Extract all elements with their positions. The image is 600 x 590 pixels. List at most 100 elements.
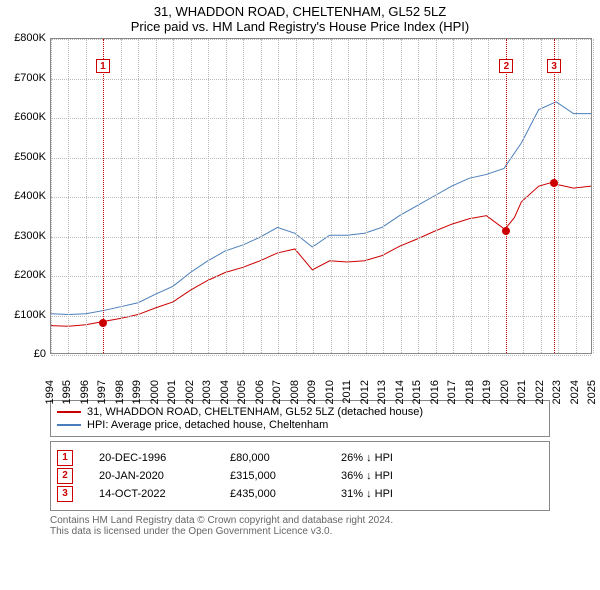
gridline-h xyxy=(51,39,591,40)
y-axis-label: £200K xyxy=(0,269,46,281)
event-diff: 36% ↓ HPI xyxy=(341,470,431,482)
gridline-h xyxy=(51,355,591,356)
legend-swatch xyxy=(57,411,81,413)
event-line xyxy=(554,39,555,353)
event-line xyxy=(506,39,507,353)
legend-label: 31, WHADDON ROAD, CHELTENHAM, GL52 5LZ (… xyxy=(87,406,423,418)
gridline-v xyxy=(313,39,314,353)
x-axis-label: 2008 xyxy=(289,380,301,404)
gridline-v xyxy=(243,39,244,353)
y-axis-label: £700K xyxy=(0,72,46,84)
x-axis-label: 2012 xyxy=(359,380,371,404)
event-price: £80,000 xyxy=(230,452,315,464)
x-axis-label: 2004 xyxy=(219,380,231,404)
gridline-v xyxy=(156,39,157,353)
gridline-v xyxy=(383,39,384,353)
gridline-v xyxy=(436,39,437,353)
gridline-v xyxy=(121,39,122,353)
gridline-v xyxy=(226,39,227,353)
x-axis-label: 2021 xyxy=(516,380,528,404)
x-axis-label: 2010 xyxy=(324,380,336,404)
event-number: 3 xyxy=(57,486,73,502)
x-axis-label: 2018 xyxy=(464,380,476,404)
gridline-h xyxy=(51,316,591,317)
event-number: 1 xyxy=(57,450,73,466)
x-axis-label: 2005 xyxy=(236,380,248,404)
gridline-h xyxy=(51,158,591,159)
legend-swatch xyxy=(57,424,81,426)
y-axis-label: £800K xyxy=(0,32,46,44)
y-axis-label: £600K xyxy=(0,111,46,123)
gridline-v xyxy=(173,39,174,353)
gridline-v xyxy=(86,39,87,353)
x-axis-label: 2023 xyxy=(551,380,563,404)
x-axis-label: 2019 xyxy=(481,380,493,404)
gridline-v xyxy=(348,39,349,353)
footer-attribution: Contains HM Land Registry data © Crown c… xyxy=(50,515,550,537)
legend-item: 31, WHADDON ROAD, CHELTENHAM, GL52 5LZ (… xyxy=(57,406,543,418)
gridline-v xyxy=(488,39,489,353)
gridline-v xyxy=(261,39,262,353)
event-marker xyxy=(99,319,107,327)
y-axis-label: £300K xyxy=(0,230,46,242)
event-flag: 3 xyxy=(547,59,561,73)
x-axis-label: 1999 xyxy=(131,380,143,404)
x-axis-label: 2003 xyxy=(201,380,213,404)
gridline-v xyxy=(453,39,454,353)
y-axis-label: £400K xyxy=(0,190,46,202)
event-date: 14-OCT-2022 xyxy=(99,488,204,500)
gridline-v xyxy=(138,39,139,353)
property-line xyxy=(51,182,591,326)
gridline-v xyxy=(191,39,192,353)
event-row: 2 20-JAN-2020 £315,000 36% ↓ HPI xyxy=(57,468,543,484)
gridline-h xyxy=(51,237,591,238)
x-axis-label: 2015 xyxy=(411,380,423,404)
x-axis-label: 2016 xyxy=(429,380,441,404)
gridline-v xyxy=(541,39,542,353)
x-axis-label: 1998 xyxy=(114,380,126,404)
event-number: 2 xyxy=(57,468,73,484)
footer-line: Contains HM Land Registry data © Crown c… xyxy=(50,515,550,526)
gridline-h xyxy=(51,197,591,198)
event-marker xyxy=(550,179,558,187)
gridline-v xyxy=(331,39,332,353)
x-axis-label: 2013 xyxy=(376,380,388,404)
event-date: 20-DEC-1996 xyxy=(99,452,204,464)
gridline-h xyxy=(51,276,591,277)
legend-label: HPI: Average price, detached house, Chel… xyxy=(87,419,328,431)
gridline-v xyxy=(208,39,209,353)
events-table: 1 20-DEC-1996 £80,000 26% ↓ HPI 2 20-JAN-2020… xyxy=(50,441,550,511)
event-price: £435,000 xyxy=(230,488,315,500)
event-flag: 2 xyxy=(499,59,513,73)
x-axis-label: 2024 xyxy=(569,380,581,404)
x-axis-label: 2017 xyxy=(446,380,458,404)
event-diff: 26% ↓ HPI xyxy=(341,452,431,464)
gridline-v xyxy=(418,39,419,353)
legend: 31, WHADDON ROAD, CHELTENHAM, GL52 5LZ (… xyxy=(50,400,550,437)
gridline-v xyxy=(51,39,52,353)
gridline-v xyxy=(296,39,297,353)
x-axis-label: 2001 xyxy=(166,380,178,404)
event-flag: 1 xyxy=(96,59,110,73)
x-axis-label: 1997 xyxy=(96,380,108,404)
chart-lines xyxy=(51,39,591,353)
chart-area: 123 £0£100K£200K£300K£400K£500K£600K£700… xyxy=(0,38,600,394)
gridline-v xyxy=(558,39,559,353)
gridline-v xyxy=(576,39,577,353)
gridline-v xyxy=(278,39,279,353)
x-axis-label: 2006 xyxy=(254,380,266,404)
y-axis-label: £500K xyxy=(0,151,46,163)
gridline-h xyxy=(51,118,591,119)
x-axis-label: 1996 xyxy=(79,380,91,404)
chart-title-main: 31, WHADDON ROAD, CHELTENHAM, GL52 5LZ xyxy=(0,4,600,19)
x-axis-label: 2000 xyxy=(149,380,161,404)
x-axis-label: 1994 xyxy=(44,380,56,404)
x-axis-label: 2007 xyxy=(271,380,283,404)
x-axis-label: 2009 xyxy=(306,380,318,404)
gridline-v xyxy=(523,39,524,353)
x-axis-label: 2014 xyxy=(394,380,406,404)
event-date: 20-JAN-2020 xyxy=(99,470,204,482)
legend-item: HPI: Average price, detached house, Chel… xyxy=(57,419,543,431)
x-axis-label: 2020 xyxy=(499,380,511,404)
event-price: £315,000 xyxy=(230,470,315,482)
